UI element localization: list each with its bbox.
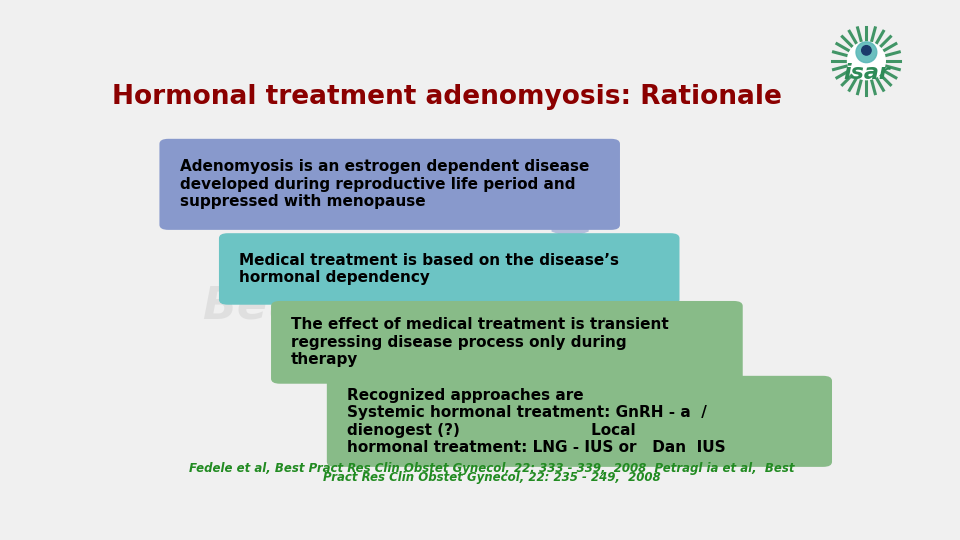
Circle shape [862,45,871,55]
FancyBboxPatch shape [271,301,743,384]
Text: Hormonal treatment adenomyosis: Rationale: Hormonal treatment adenomyosis: Rational… [112,84,782,110]
Polygon shape [611,300,648,313]
Text: The effect of medical treatment is transient
regressing disease process only dur: The effect of medical treatment is trans… [291,318,669,367]
Text: Medical treatment is based on the disease’s
hormonal dependency: Medical treatment is based on the diseas… [239,253,619,285]
Text: isar: isar [843,63,890,83]
Circle shape [848,42,885,80]
Polygon shape [551,225,588,238]
Text: Adenomyosis is an estrogen dependent disease
developed during reproductive life : Adenomyosis is an estrogen dependent dis… [180,159,588,209]
FancyBboxPatch shape [159,139,620,230]
FancyBboxPatch shape [219,233,680,305]
Polygon shape [667,306,704,379]
Text: Pract Res Clin Obstet Gynecol, 22: 235 - 249,  2008: Pract Res Clin Obstet Gynecol, 22: 235 -… [324,471,660,484]
Circle shape [856,42,876,63]
Text: Toward
Better Clinical
Practice: Toward Better Clinical Practice [203,235,559,377]
FancyBboxPatch shape [326,376,832,467]
Text: Recognized approaches are
Systemic hormonal treatment: GnRH - a  /
dienogest (?): Recognized approaches are Systemic hormo… [347,388,726,455]
Text: Fedele et al, Best Pract Res Clin Obstet Gynecol, 22: 333 - 339,  2008  Petragl : Fedele et al, Best Pract Res Clin Obstet… [189,462,795,475]
